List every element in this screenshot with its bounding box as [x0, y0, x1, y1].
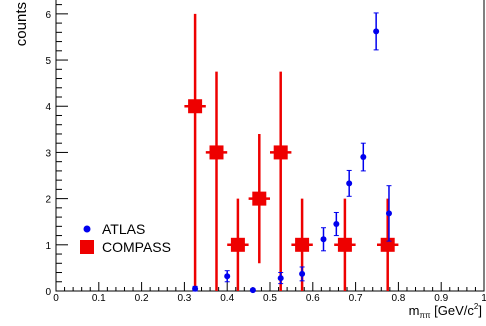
data-layer [184, 12, 399, 294]
x-tick-label: 0.2 [135, 293, 149, 304]
atlas-point [385, 210, 392, 217]
atlas-point [333, 221, 340, 228]
x-tick-label: 0.6 [306, 293, 320, 304]
legend: ATLAS COMPASS [80, 221, 171, 255]
atlas-point [299, 270, 306, 277]
x-tick-label: 0.9 [434, 293, 448, 304]
compass-point [230, 237, 245, 252]
x-axis-label-unit: [GeV/c [431, 303, 475, 318]
atlas-point [224, 273, 231, 280]
x-axis-label-close: ] [478, 303, 482, 318]
y-tick-label: 4 [45, 102, 51, 113]
x-tick-label: 0.7 [349, 293, 363, 304]
compass-point [188, 99, 203, 114]
x-tick-label: 0.5 [263, 293, 277, 304]
compass-point [252, 191, 267, 206]
atlas-point [192, 285, 199, 292]
y-tick-label: 3 [45, 148, 51, 159]
legend-compass-label: COMPASS [102, 239, 171, 255]
compass-point [337, 237, 352, 252]
x-tick-label: 0.4 [220, 293, 234, 304]
x-axis-label-main: m [409, 303, 420, 318]
atlas-point [360, 154, 367, 161]
y-tick-label: 0 [45, 287, 51, 298]
y-tick-label: 5 [45, 56, 51, 67]
atlas-point [373, 28, 380, 35]
compass-point [380, 237, 395, 252]
x-tick-label: 0.8 [391, 293, 405, 304]
x-tick-label: 0.1 [92, 293, 106, 304]
legend-atlas-label: ATLAS [102, 221, 145, 237]
x-tick-label: 1 [481, 293, 486, 304]
axis-ticks: 0 0.1 0.2 0.3 0.4 0.5 0.6 0.7 0.8 0.9 1 0 1 2 3 4 5 6 [45, 4, 486, 304]
atlas-point [346, 180, 353, 187]
x-axis-label-superscript: 2 [474, 302, 479, 311]
atlas-point [249, 287, 256, 294]
x-axis-label: mππ [GeV/c2] [409, 302, 482, 320]
y-tick-label: 2 [45, 195, 51, 206]
legend-atlas-marker [83, 225, 91, 233]
y-axis-label: counts [13, 2, 30, 46]
atlas-point [320, 236, 327, 243]
compass-point [295, 237, 310, 252]
compass-point [209, 145, 224, 160]
y-tick-label: 6 [45, 10, 51, 21]
x-tick-label: 0 [53, 293, 59, 304]
atlas-point [277, 275, 284, 282]
compass-point [273, 145, 288, 160]
legend-compass-marker [80, 240, 94, 254]
x-axis-label-subscript: ππ [420, 311, 432, 320]
y-tick-label: 1 [45, 241, 51, 252]
x-tick-label: 0.3 [177, 293, 191, 304]
